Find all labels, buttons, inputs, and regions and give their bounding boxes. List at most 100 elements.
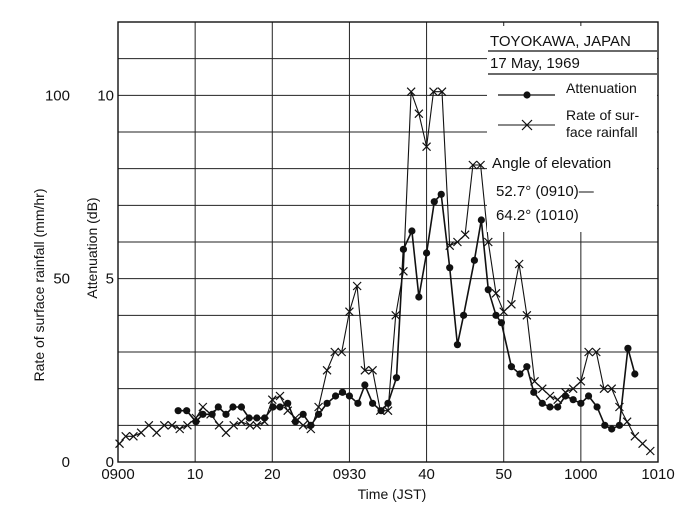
rainfall-point-stroke-b-64 (607, 384, 617, 394)
rainfall-point-56 (545, 391, 555, 401)
rainfall-point-16 (237, 417, 246, 427)
rainfall-point-44 (453, 237, 462, 247)
rainfall-point-stroke-b-39 (414, 109, 424, 119)
rainfall-point-stroke-b-44 (453, 237, 462, 247)
rainfall-point-stroke-b-51 (507, 299, 516, 309)
attenuation-point-49 (554, 403, 562, 411)
rainfall-point-4 (144, 420, 154, 430)
attenuation-point-59 (631, 370, 639, 378)
rainfall-point-9 (183, 420, 192, 430)
rainfall-point-stroke-b-24 (298, 420, 308, 430)
rainfall-point-3 (136, 428, 146, 438)
rainfall-point-stroke-b-63 (599, 384, 609, 394)
attenuation-point-12 (269, 403, 277, 411)
legend-attenuation-label: Attenuation (566, 80, 637, 96)
attenuation-point-33 (430, 198, 438, 206)
attenuation-point-20 (331, 392, 340, 400)
rainfall-point-15 (229, 420, 239, 430)
attenuation-point-5 (214, 403, 222, 411)
series-layer (115, 87, 655, 456)
attenuation-point-25 (368, 399, 377, 407)
rainfall-point-stroke-b-32 (360, 365, 370, 375)
legend-date: 17 May, 1969 (490, 55, 580, 72)
rainfall-point-2 (129, 431, 138, 441)
atten-tick-label-0: 0 (106, 454, 114, 471)
attenuation-point-46 (530, 388, 538, 396)
attenuation-point-31 (415, 293, 423, 301)
x-tick-label-6: 1000 (564, 466, 597, 483)
legend-angle-1: 52.7° (0910)— (496, 183, 594, 200)
rainfall-point-stroke-b-10 (191, 413, 201, 423)
attenuation-point-47 (538, 399, 546, 407)
rainfall-point-stroke-b-61 (584, 347, 593, 357)
rainfall-point-46 (468, 160, 478, 170)
rainfall-point-19 (260, 417, 269, 427)
x-axis-title: Time (JST) (358, 486, 427, 502)
atten-tick-label-2: 10 (97, 87, 114, 104)
attenuation-point-27 (384, 399, 392, 407)
attenuation-point-58 (624, 344, 632, 352)
attenuation-point-52 (577, 399, 585, 407)
legend-location: TOYOKAWA, JAPAN (490, 33, 631, 50)
rainfall-point-stroke-b-56 (545, 391, 555, 401)
attenuation-point-37 (460, 311, 468, 319)
rainfall-point-stroke-b-45 (460, 230, 470, 240)
rainfall-point-stroke-b-62 (591, 347, 601, 357)
rainfall-point-45 (460, 230, 470, 240)
rainfall-point-18 (252, 420, 262, 430)
attenuation-axis-title: Attenuation (dB) (84, 197, 100, 298)
rainfall-point-43 (445, 241, 455, 251)
rainfall-point-stroke-b-5 (152, 428, 161, 438)
rainfall-point-23 (291, 413, 300, 423)
rainfall-point-stroke-b-1 (121, 431, 131, 441)
rainfall-point-50 (499, 307, 509, 317)
rainfall-point-34 (375, 406, 385, 416)
rainfall-point-stroke-b-30 (345, 307, 354, 317)
attenuation-point-2 (192, 418, 200, 426)
legend-angle-2: 64.2° (1010) (496, 207, 579, 224)
rain-tick-label-2: 100 (45, 87, 70, 104)
rain-tick-label-0: 0 (62, 454, 70, 471)
attenuation-point-32 (422, 249, 431, 257)
rainfall-point-stroke-b-67 (630, 431, 640, 441)
rainfall-point-stroke-b-12 (206, 409, 215, 419)
rainfall-point-stroke-b-27 (322, 365, 332, 375)
x-tick-label-5: 50 (495, 466, 512, 483)
rainfall-point-stroke-b-20 (267, 395, 277, 405)
x-tick-label-4: 40 (418, 466, 435, 483)
rainfall-point-49 (491, 288, 501, 298)
rainfall-point-17 (245, 420, 255, 430)
rainfall-point-stroke-b-7 (167, 420, 177, 430)
attenuation-point-13 (276, 403, 284, 411)
rainfall-point-53 (522, 310, 532, 320)
rainfall-point-stroke-b-3 (136, 428, 146, 438)
rainfall-point-12 (206, 409, 215, 419)
rainfall-point-36 (391, 310, 401, 320)
rainfall-point-stroke-b-18 (252, 420, 262, 430)
x-tick-label-2: 20 (264, 466, 281, 483)
rainfall-point-stroke-b-40 (422, 142, 431, 152)
rainfall-point-stroke-b-69 (645, 446, 655, 456)
legend-box (487, 26, 657, 232)
legend-rain-cross-icon (521, 119, 533, 131)
rainfall-point-stroke-b-11 (198, 402, 208, 412)
rainfall-point-stroke-b-52 (514, 259, 524, 269)
rainfall-point-27 (322, 365, 332, 375)
rainfall-point-25 (306, 424, 316, 434)
attenuation-point-54 (593, 403, 601, 411)
legend-rain-label-2: face rainfall (566, 124, 638, 140)
rainfall-point-38 (406, 87, 416, 97)
rainfall-point-stroke-b-26 (314, 402, 323, 412)
attenuation-point-57 (615, 421, 624, 429)
attenuation-point-19 (323, 399, 331, 407)
rainfall-point-54 (530, 376, 539, 386)
rainfall-point-41 (429, 87, 438, 97)
attenuation-point-42 (497, 319, 505, 327)
rainfall-point-stroke-b-59 (568, 384, 578, 394)
rainfall-point-stroke-b-4 (144, 420, 154, 430)
attenuation-point-6 (222, 410, 230, 418)
rainfall-point-69 (645, 446, 655, 456)
rainfall-point-stroke-b-19 (260, 417, 269, 427)
